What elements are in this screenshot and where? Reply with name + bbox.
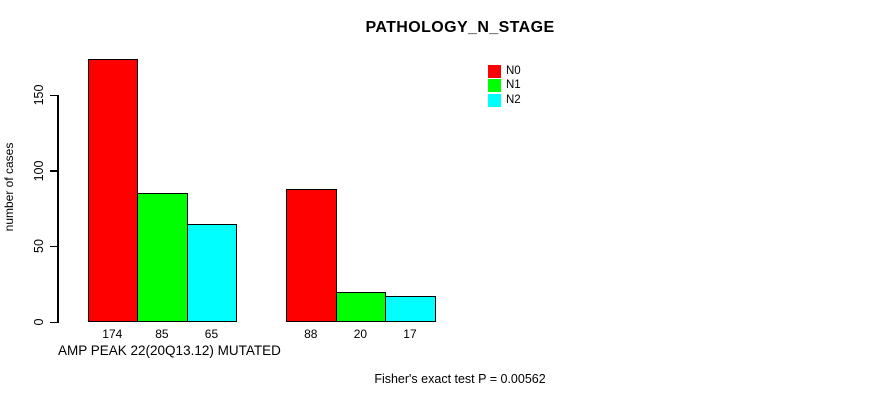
legend-label-n0: N0 bbox=[506, 64, 521, 77]
bar-value-label: 85 bbox=[155, 327, 169, 341]
y-tick-label: 150 bbox=[32, 84, 46, 106]
legend-label-n1: N1 bbox=[506, 79, 521, 92]
bar-n2-group1 bbox=[186, 223, 238, 322]
chart-title: PATHOLOGY_N_STAGE bbox=[365, 19, 555, 36]
bar-n2-group2 bbox=[385, 296, 436, 322]
bar-n0-group2 bbox=[286, 188, 337, 322]
fisher-test-note: Fisher's exact test P = 0.00562 bbox=[374, 372, 546, 386]
legend-item-n2: N2 bbox=[488, 93, 521, 108]
x-axis-title: AMP PEAK 22(20Q13.12) MUTATED bbox=[58, 343, 281, 358]
y-tick-label: 50 bbox=[32, 239, 46, 254]
y-tick-label: 100 bbox=[32, 160, 46, 182]
bar-value-label: 174 bbox=[102, 327, 123, 341]
legend-item-n1: N1 bbox=[488, 79, 521, 94]
y-tick-mark bbox=[50, 170, 57, 172]
bar-n0-group1 bbox=[87, 58, 139, 322]
y-tick-mark bbox=[50, 245, 57, 248]
y-axis-line bbox=[57, 95, 59, 323]
bar-value-label: 88 bbox=[304, 327, 318, 341]
bar-n1-group1 bbox=[137, 193, 188, 322]
bar-n1-group2 bbox=[335, 291, 387, 322]
legend-swatch-n0 bbox=[488, 64, 501, 78]
legend-label-n2: N2 bbox=[506, 93, 521, 106]
bar-value-label: 20 bbox=[353, 327, 368, 341]
chart-legend: N0 N1 N2 bbox=[488, 64, 521, 108]
bar-value-label: 17 bbox=[403, 327, 417, 341]
legend-swatch-n2 bbox=[488, 93, 501, 107]
bar-value-label: 65 bbox=[204, 327, 219, 341]
legend-swatch-n1 bbox=[488, 79, 501, 93]
y-tick-label: 0 bbox=[32, 318, 46, 326]
y-tick-mark bbox=[50, 94, 57, 96]
y-tick-mark bbox=[50, 321, 57, 323]
legend-item-n0: N0 bbox=[488, 64, 521, 79]
